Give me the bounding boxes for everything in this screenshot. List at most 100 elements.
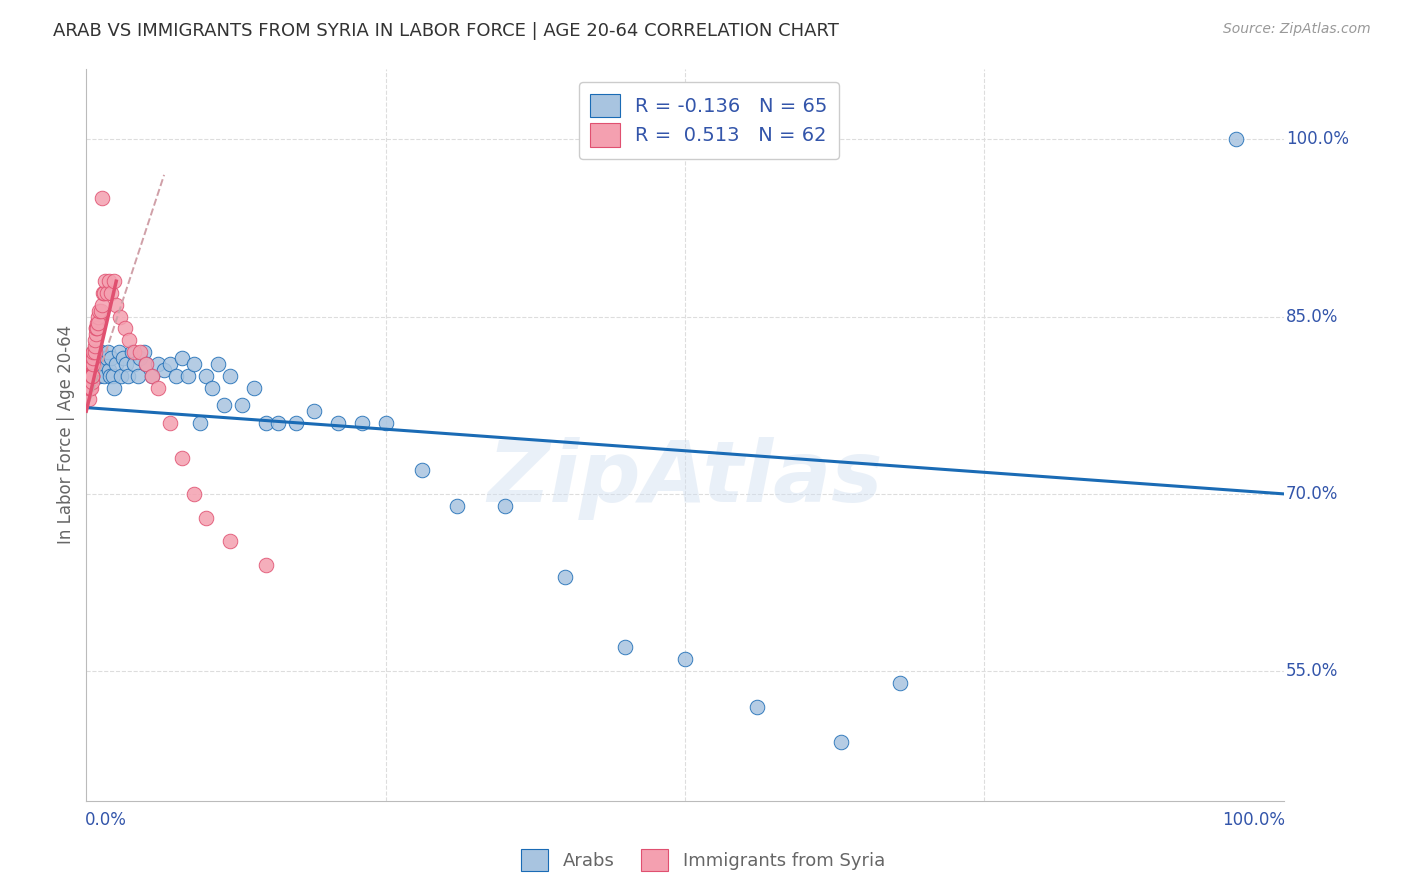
Point	[105, 357, 128, 371]
Point	[86, 316, 108, 330]
Point	[243, 380, 266, 394]
Point	[159, 416, 181, 430]
Point	[129, 345, 152, 359]
Point	[745, 699, 768, 714]
Point	[79, 368, 101, 383]
Point	[183, 357, 205, 371]
Point	[94, 274, 117, 288]
Point	[830, 735, 852, 749]
Point	[112, 351, 135, 365]
Point	[254, 416, 277, 430]
Text: 100.0%: 100.0%	[1286, 130, 1348, 148]
Point	[554, 569, 576, 583]
Point	[93, 285, 115, 300]
Text: ARAB VS IMMIGRANTS FROM SYRIA IN LABOR FORCE | AGE 20-64 CORRELATION CHART: ARAB VS IMMIGRANTS FROM SYRIA IN LABOR F…	[53, 22, 839, 40]
Point	[118, 333, 141, 347]
Point	[80, 380, 103, 394]
Point	[284, 416, 307, 430]
Point	[114, 357, 136, 371]
Point	[87, 357, 110, 371]
Text: 100.0%: 100.0%	[1222, 811, 1285, 829]
Point	[90, 298, 112, 312]
Point	[83, 339, 105, 353]
Point	[201, 380, 224, 394]
Point	[100, 351, 122, 365]
Point	[82, 357, 104, 371]
Point	[76, 380, 98, 394]
Point	[83, 333, 105, 347]
Point	[326, 416, 349, 430]
Text: 55.0%: 55.0%	[1286, 662, 1339, 680]
Point	[207, 357, 229, 371]
Point	[89, 368, 111, 383]
Point	[188, 416, 211, 430]
Text: 85.0%: 85.0%	[1286, 308, 1339, 326]
Point	[96, 285, 118, 300]
Point	[195, 510, 218, 524]
Point	[80, 357, 103, 371]
Point	[90, 345, 112, 359]
Point	[82, 368, 104, 383]
Point	[122, 345, 145, 359]
Point	[350, 416, 373, 430]
Point	[79, 357, 101, 371]
Point	[82, 357, 104, 371]
Point	[121, 345, 143, 359]
Point	[129, 351, 152, 365]
Point	[84, 321, 107, 335]
Point	[77, 368, 100, 383]
Point	[172, 351, 194, 365]
Point	[83, 345, 105, 359]
Point	[141, 368, 163, 383]
Point	[107, 345, 129, 359]
Point	[889, 676, 911, 690]
Point	[80, 357, 103, 371]
Point	[101, 368, 124, 383]
Point	[96, 351, 118, 365]
Point	[82, 345, 104, 359]
Point	[172, 451, 194, 466]
Point	[79, 380, 101, 394]
Point	[93, 368, 115, 383]
Point	[82, 351, 104, 365]
Point	[302, 404, 325, 418]
Point	[219, 368, 242, 383]
Point	[127, 368, 149, 383]
Point	[110, 368, 132, 383]
Point	[446, 499, 468, 513]
Point	[87, 310, 110, 324]
Point	[98, 363, 121, 377]
Point	[90, 303, 112, 318]
Point	[90, 192, 112, 206]
Point	[673, 652, 696, 666]
Point	[82, 351, 104, 365]
Point	[76, 368, 98, 383]
Point	[87, 316, 110, 330]
Legend: R = -0.136   N = 65, R =  0.513   N = 62: R = -0.136 N = 65, R = 0.513 N = 62	[579, 82, 839, 159]
Point	[153, 363, 176, 377]
Point	[86, 321, 108, 335]
Point	[83, 345, 105, 359]
Point	[183, 487, 205, 501]
Text: 70.0%: 70.0%	[1286, 485, 1339, 503]
Point	[97, 345, 120, 359]
Point	[103, 274, 125, 288]
Point	[1225, 132, 1247, 146]
Point	[159, 357, 181, 371]
Point	[108, 310, 131, 324]
Point	[90, 357, 112, 371]
Point	[231, 398, 253, 412]
Point	[82, 345, 104, 359]
Point	[98, 368, 121, 383]
Legend: Arabs, Immigrants from Syria: Arabs, Immigrants from Syria	[513, 842, 893, 879]
Point	[77, 380, 100, 394]
Point	[177, 368, 200, 383]
Point	[122, 357, 145, 371]
Point	[374, 416, 396, 430]
Point	[82, 368, 104, 383]
Y-axis label: In Labor Force | Age 20-64: In Labor Force | Age 20-64	[58, 326, 75, 544]
Point	[82, 368, 104, 383]
Point	[84, 327, 107, 342]
Point	[165, 368, 187, 383]
Point	[82, 357, 104, 371]
